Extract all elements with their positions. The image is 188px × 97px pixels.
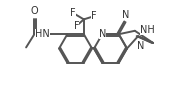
Text: HN: HN [35,29,50,39]
Text: N: N [137,41,144,51]
Text: F: F [70,8,76,18]
Text: N: N [99,29,106,39]
Text: N: N [122,10,130,20]
Text: F: F [74,21,79,31]
Text: NH: NH [140,25,155,35]
Text: O: O [30,6,38,16]
Text: F: F [91,11,97,21]
